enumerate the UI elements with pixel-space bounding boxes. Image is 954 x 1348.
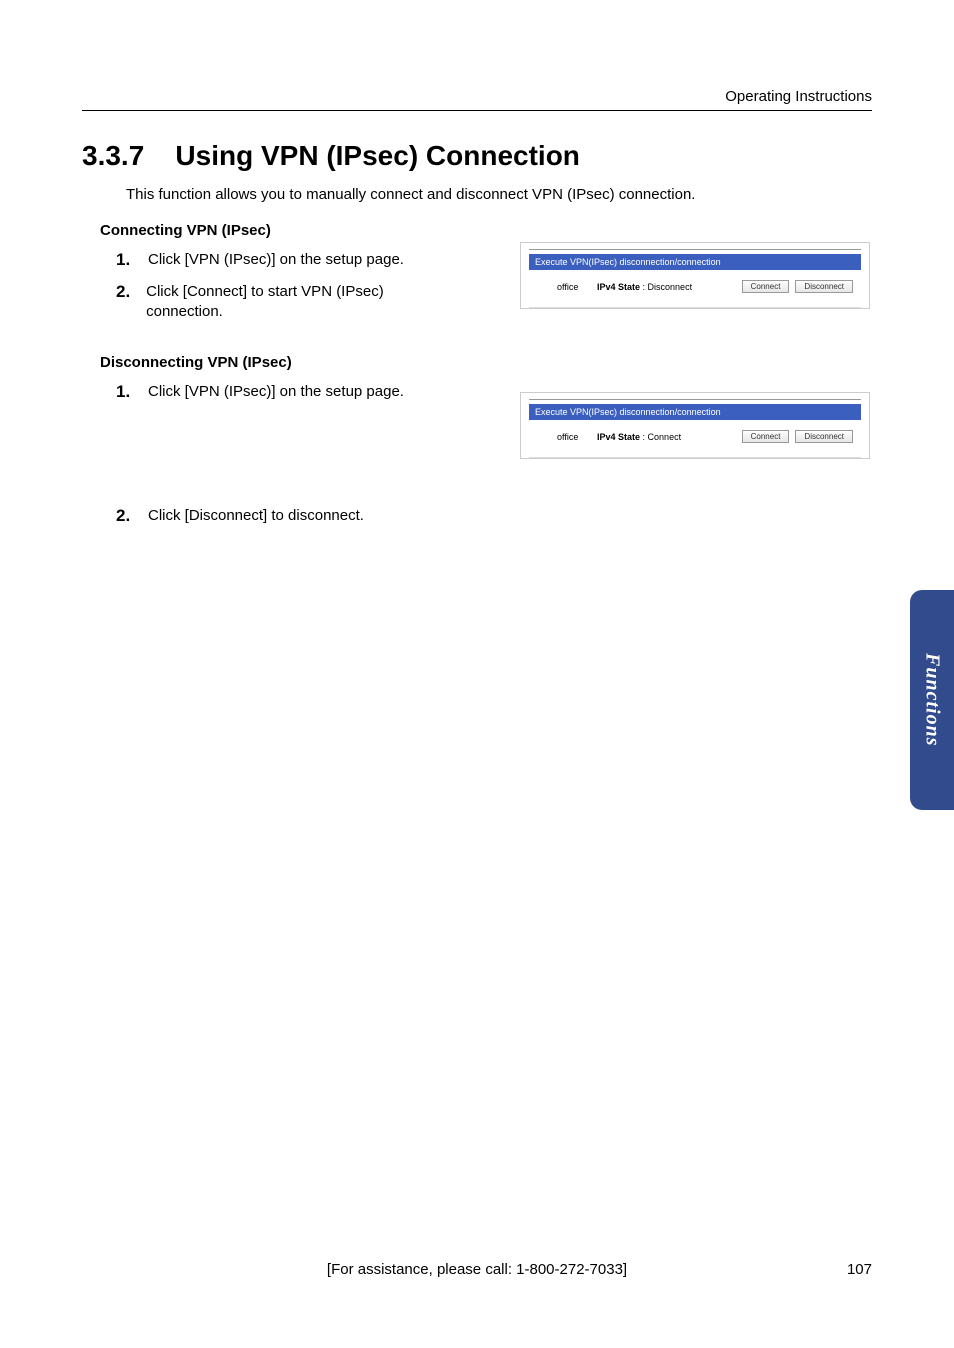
step-number: 1. xyxy=(116,382,148,402)
side-tab-label: Functions xyxy=(921,653,944,746)
panel-top-rule xyxy=(529,399,861,400)
section-title: Using VPN (IPsec) Connection xyxy=(175,140,580,171)
step-text: Click [VPN (IPsec)] on the setup page. xyxy=(148,250,404,270)
panel-state-label: IPv4 State xyxy=(597,432,640,442)
section-heading: 3.3.7 Using VPN (IPsec) Connection xyxy=(82,140,580,172)
panel-top-rule xyxy=(529,249,861,250)
panel-name: office xyxy=(537,282,597,292)
step-number: 2. xyxy=(116,282,146,302)
step-text: Click [Disconnect] to disconnect. xyxy=(148,506,364,526)
section-intro: This function allows you to manually con… xyxy=(126,186,695,203)
panel-header: Execute VPN(IPsec) disconnection/connect… xyxy=(529,404,861,420)
panel-row: office IPv4 State : Disconnect Connect D… xyxy=(529,270,861,308)
disconnect-button[interactable]: Disconnect xyxy=(795,280,853,293)
header-rule xyxy=(82,110,872,111)
side-tab-functions[interactable]: Functions xyxy=(910,590,954,810)
connecting-heading: Connecting VPN (IPsec) xyxy=(100,222,271,239)
section-number: 3.3.7 xyxy=(82,140,144,171)
step-number: 2. xyxy=(116,506,148,526)
step-text: Click [Connect] to start VPN (IPsec) con… xyxy=(146,282,446,323)
vpn-panel-connected: Execute VPN(IPsec) disconnection/connect… xyxy=(520,392,870,459)
panel-state-value: Connect xyxy=(648,432,682,442)
connecting-step-1: 1. Click [VPN (IPsec)] on the setup page… xyxy=(116,250,404,270)
panel-state-label: IPv4 State xyxy=(597,282,640,292)
disconnecting-heading: Disconnecting VPN (IPsec) xyxy=(100,354,292,371)
disconnecting-step-2: 2. Click [Disconnect] to disconnect. xyxy=(116,506,364,526)
panel-state-value: Disconnect xyxy=(648,282,693,292)
disconnect-button[interactable]: Disconnect xyxy=(795,430,853,443)
connect-button[interactable]: Connect xyxy=(742,430,790,443)
panel-header: Execute VPN(IPsec) disconnection/connect… xyxy=(529,254,861,270)
page-number: 107 xyxy=(847,1261,872,1278)
panel-name: office xyxy=(537,432,597,442)
vpn-panel-disconnected: Execute VPN(IPsec) disconnection/connect… xyxy=(520,242,870,309)
footer-assistance: [For assistance, please call: 1-800-272-… xyxy=(0,1261,954,1278)
panel-state: IPv4 State : Disconnect xyxy=(597,282,736,292)
disconnecting-step-1: 1. Click [VPN (IPsec)] on the setup page… xyxy=(116,382,404,402)
step-number: 1. xyxy=(116,250,148,270)
panel-row: office IPv4 State : Connect Connect Disc… xyxy=(529,420,861,458)
connecting-step-2: 2. Click [Connect] to start VPN (IPsec) … xyxy=(116,282,446,323)
panel-state: IPv4 State : Connect xyxy=(597,432,736,442)
header-operating-instructions: Operating Instructions xyxy=(725,88,872,105)
connect-button[interactable]: Connect xyxy=(742,280,790,293)
step-text: Click [VPN (IPsec)] on the setup page. xyxy=(148,382,404,402)
